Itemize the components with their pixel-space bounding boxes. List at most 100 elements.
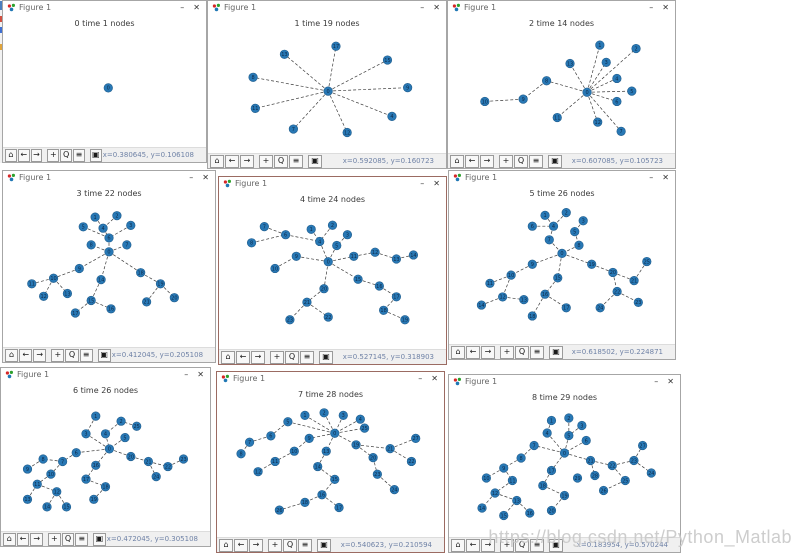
minimize-button[interactable]: –	[420, 178, 425, 188]
minimize-button[interactable]: –	[654, 376, 659, 386]
pan-icon[interactable]: +	[499, 154, 513, 168]
close-button[interactable]: ✕	[193, 2, 200, 12]
home-icon[interactable]: ⌂	[219, 538, 233, 552]
window-titlebar[interactable]: Figure 1 – ✕	[449, 171, 675, 185]
graph-node-label: 0	[333, 431, 336, 437]
save-icon[interactable]: ▣	[93, 532, 106, 546]
window-titlebar[interactable]: Figure 1 – ✕	[208, 1, 446, 15]
zoom-icon[interactable]: Q	[61, 532, 75, 546]
save-icon[interactable]: ▣	[549, 345, 563, 359]
back-icon[interactable]: ←	[16, 532, 30, 546]
save-icon[interactable]: ▣	[549, 538, 563, 552]
zoom-icon[interactable]: Q	[60, 148, 73, 162]
subplots-icon[interactable]: ≡	[75, 532, 89, 546]
pan-icon[interactable]: +	[259, 154, 273, 168]
minimize-button[interactable]: –	[649, 2, 654, 12]
window-titlebar[interactable]: Figure 1 – ✕	[448, 1, 675, 15]
save-icon[interactable]: ▣	[308, 154, 322, 168]
forward-icon[interactable]: →	[240, 154, 254, 168]
close-button[interactable]: ✕	[433, 2, 440, 12]
close-button[interactable]: ✕	[433, 178, 440, 188]
pan-icon[interactable]: +	[47, 148, 60, 162]
forward-icon[interactable]: →	[30, 532, 44, 546]
close-button[interactable]: ✕	[197, 369, 204, 379]
subplots-icon[interactable]: ≡	[79, 348, 93, 362]
forward-icon[interactable]: →	[481, 538, 495, 552]
subplots-icon[interactable]: ≡	[298, 538, 312, 552]
minimize-button[interactable]: –	[649, 172, 654, 182]
pan-icon[interactable]: +	[270, 350, 284, 364]
forward-icon[interactable]: →	[481, 345, 495, 359]
pan-icon[interactable]: +	[51, 348, 65, 362]
close-button[interactable]: ✕	[662, 2, 669, 12]
window-titlebar[interactable]: Figure 1 – ✕	[219, 177, 446, 191]
pan-icon[interactable]: +	[500, 538, 514, 552]
home-icon[interactable]: ⌂	[450, 154, 464, 168]
subplots-icon[interactable]: ≡	[530, 538, 544, 552]
save-icon[interactable]: ▣	[548, 154, 562, 168]
close-button[interactable]: ✕	[431, 373, 438, 383]
zoom-icon[interactable]: Q	[514, 154, 528, 168]
home-icon[interactable]: ⌂	[5, 148, 17, 162]
back-icon[interactable]: ←	[466, 345, 480, 359]
window-titlebar[interactable]: Figure 1 – ✕	[3, 1, 206, 15]
close-button[interactable]: ✕	[202, 172, 209, 182]
forward-icon[interactable]: →	[249, 538, 263, 552]
graph-edge	[31, 277, 54, 285]
window-titlebar[interactable]: Figure 1 – ✕	[1, 368, 210, 382]
back-icon[interactable]: ←	[466, 538, 480, 552]
zoom-icon[interactable]: Q	[515, 345, 529, 359]
pan-icon[interactable]: +	[48, 532, 61, 546]
home-icon[interactable]: ⌂	[451, 538, 465, 552]
forward-icon[interactable]: →	[30, 148, 43, 162]
graph-node	[485, 278, 495, 288]
forward-icon[interactable]: →	[33, 348, 47, 362]
home-icon[interactable]: ⌂	[221, 350, 235, 364]
back-icon[interactable]: ←	[236, 350, 250, 364]
window-titlebar[interactable]: Figure 1 – ✕	[217, 372, 444, 386]
home-icon[interactable]: ⌂	[5, 348, 19, 362]
zoom-icon[interactable]: Q	[285, 350, 299, 364]
graph-node-label: 8	[545, 79, 548, 85]
back-icon[interactable]: ←	[19, 348, 33, 362]
save-icon[interactable]: ▣	[97, 348, 111, 362]
back-icon[interactable]: ←	[225, 154, 239, 168]
minimize-button[interactable]: –	[420, 2, 425, 12]
minimize-button[interactable]: –	[189, 172, 194, 182]
zoom-icon[interactable]: Q	[274, 154, 288, 168]
pan-icon[interactable]: +	[500, 345, 514, 359]
graph-node-label: 14	[478, 303, 484, 309]
minimize-button[interactable]: –	[180, 2, 185, 12]
subplots-icon[interactable]: ≡	[73, 148, 85, 162]
zoom-icon[interactable]: Q	[515, 538, 529, 552]
minimize-button[interactable]: –	[184, 369, 189, 379]
close-button[interactable]: ✕	[667, 376, 674, 386]
forward-icon[interactable]: →	[251, 350, 265, 364]
back-icon[interactable]: ←	[465, 154, 479, 168]
back-icon[interactable]: ←	[234, 538, 248, 552]
cursor-coordinates: x=0.592085, y=0.160723	[342, 157, 434, 165]
subplots-icon[interactable]: ≡	[529, 154, 543, 168]
forward-icon[interactable]: →	[480, 154, 494, 168]
save-icon[interactable]: ▣	[89, 148, 102, 162]
window-titlebar[interactable]: Figure 1 – ✕	[3, 171, 215, 185]
home-icon[interactable]: ⌂	[451, 345, 465, 359]
graph-node	[629, 275, 639, 286]
close-button[interactable]: ✕	[662, 172, 669, 182]
back-icon[interactable]: ←	[17, 148, 30, 162]
graph-node	[540, 210, 550, 220]
zoom-icon[interactable]: Q	[283, 538, 297, 552]
graph-node	[601, 57, 611, 67]
subplots-icon[interactable]: ≡	[289, 154, 303, 168]
home-icon[interactable]: ⌂	[210, 154, 224, 168]
window-titlebar[interactable]: Figure 1 – ✕	[449, 375, 680, 389]
save-icon[interactable]: ▣	[317, 538, 331, 552]
graph-node	[281, 230, 291, 240]
subplots-icon[interactable]: ≡	[530, 345, 544, 359]
subplots-icon[interactable]: ≡	[300, 350, 314, 364]
minimize-button[interactable]: –	[418, 373, 423, 383]
home-icon[interactable]: ⌂	[3, 532, 16, 546]
pan-icon[interactable]: +	[268, 538, 282, 552]
save-icon[interactable]: ▣	[319, 350, 333, 364]
zoom-icon[interactable]: Q	[65, 348, 79, 362]
